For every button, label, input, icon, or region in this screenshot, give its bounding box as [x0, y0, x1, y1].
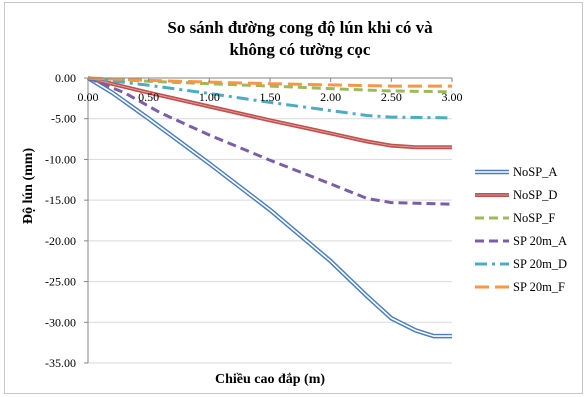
series-line-nosp-d-highlight	[87, 77, 452, 148]
chart-title: So sánh đường cong độ lún khi có và khôn…	[167, 18, 433, 59]
legend-entry-sp-20m-f: SP 20m_F	[475, 280, 565, 294]
y-tick-label: -30.00	[45, 315, 76, 329]
gridlines	[88, 118, 452, 364]
chart-frame	[4, 2, 583, 394]
y-tick-label: -5.00	[51, 112, 76, 126]
x-tick-label: 1.00	[199, 90, 220, 104]
legend-entry-sp-20m-d: SP 20m_D	[475, 257, 567, 271]
x-axis-title: Chiều cao đắp (m)	[215, 372, 325, 387]
chart-title-line-1: So sánh đường cong độ lún khi có và	[167, 18, 433, 37]
x-tick-label: 1.50	[260, 90, 281, 104]
y-tick-label: -15.00	[45, 193, 76, 207]
x-tick-label: 2.00	[320, 90, 341, 104]
legend-label-sp-20m-f: SP 20m_F	[513, 280, 565, 294]
y-tick-label: -20.00	[45, 234, 76, 248]
x-tick-label: 0.50	[138, 90, 159, 104]
y-tick-label: -10.00	[45, 152, 76, 166]
legend-label-sp-20m-d: SP 20m_D	[513, 257, 567, 271]
x-tick-label: 3.00	[442, 90, 463, 104]
y-axis-title: Độ lún (mm)	[21, 148, 36, 225]
series-line-sp-20m-a-stroke	[87, 76, 453, 206]
legend: NoSP_A NoSP_D NoSP_F SP 20m_A SP 20m_D SP 20m…	[475, 165, 567, 294]
x-tick-label: 2.50	[381, 90, 402, 104]
axes	[84, 77, 453, 364]
y-tick-label: 0.00	[55, 71, 76, 85]
series-line-nosp-d	[87, 76, 452, 150]
legend-label-nosp-a: NoSP_A	[513, 165, 557, 179]
series-line-sp-20m-d-stroke	[87, 76, 453, 120]
legend-entry-nosp-f: NoSP_F	[475, 211, 555, 225]
y-tick-label: -25.00	[45, 275, 76, 289]
series-line-sp-20m-a	[87, 76, 453, 206]
series-line-nosp-a-inner	[87, 77, 452, 337]
legend-entry-nosp-d: NoSP_D	[475, 188, 557, 202]
chart-title-line-2: không có tường cọc	[230, 40, 371, 59]
legend-entry-nosp-a: NoSP_A	[475, 165, 557, 179]
x-tick-label: 0.00	[78, 90, 99, 104]
series-line-nosp-a	[86, 76, 452, 339]
legend-label-sp-20m-a: SP 20m_A	[513, 234, 567, 248]
series-layer	[86, 76, 453, 339]
legend-label-nosp-f: NoSP_F	[513, 211, 555, 225]
legend-label-nosp-d: NoSP_D	[513, 188, 557, 202]
y-tick-label: -35.00	[45, 356, 76, 370]
tick-labels: 0.00-5.00-10.00-15.00-20.00-25.00-30.00-…	[45, 71, 463, 370]
series-line-sp-20m-d	[87, 76, 453, 120]
legend-entry-sp-20m-a: SP 20m_A	[475, 234, 567, 248]
